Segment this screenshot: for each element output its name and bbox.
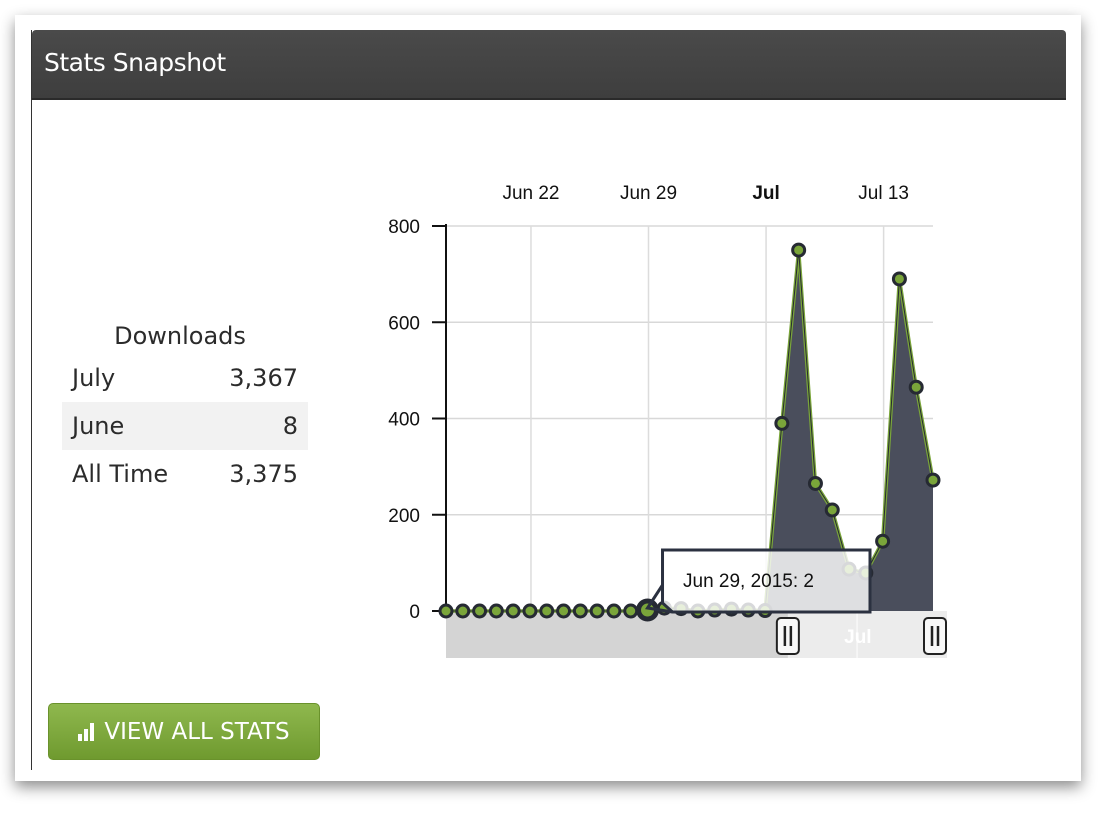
y-tick-label: 800 (388, 217, 420, 238)
data-point (589, 603, 605, 619)
bar-chart-icon (78, 722, 95, 741)
table-row: June 8 (62, 402, 308, 450)
tooltip-pointer (644, 584, 673, 614)
data-point (539, 603, 555, 619)
data-point (891, 271, 907, 287)
data-point (774, 415, 790, 431)
series-area (446, 250, 933, 611)
handle-body (775, 617, 800, 655)
panel-header: Stats Snapshot (32, 30, 1066, 100)
data-point (455, 603, 471, 619)
x-tick-label: Jun 29 (620, 183, 677, 204)
y-tick-label: 200 (388, 506, 420, 527)
row-value: 8 (282, 412, 298, 440)
x-tick-label: Jul (752, 183, 779, 204)
downloads-title: Downloads (114, 322, 246, 350)
data-point (505, 603, 521, 619)
data-point (925, 472, 941, 488)
data-point (472, 603, 488, 619)
x-tick-label: Jun 22 (502, 183, 559, 204)
downloads-table: Downloads July 3,367 June 8 All Time 3,375 (62, 318, 308, 498)
tooltip: Jun 29, 2015: 2 (644, 548, 872, 614)
data-point (488, 603, 504, 619)
data-point (807, 475, 823, 491)
data-point (438, 603, 454, 619)
row-label: All Time (72, 460, 169, 488)
row-label: July (72, 364, 116, 392)
stats-snapshot-panel: Stats Snapshot (31, 30, 1066, 770)
row-label: June (72, 412, 125, 440)
navigator-handle[interactable] (923, 617, 947, 655)
y-tick-label: 400 (388, 410, 420, 431)
data-point (556, 603, 572, 619)
navigator-handle[interactable] (775, 617, 800, 655)
row-value: 3,367 (229, 364, 298, 392)
view-all-stats-button[interactable]: VIEW ALL STATS (48, 703, 320, 760)
data-point (791, 242, 807, 258)
y-tick-label: 0 (409, 602, 420, 623)
row-value: 3,375 (229, 460, 298, 488)
y-tick-label: 600 (388, 313, 420, 334)
navigator-label: Jul (844, 627, 871, 648)
data-point (606, 603, 622, 619)
data-point (623, 603, 639, 619)
data-point (824, 502, 840, 518)
tooltip-text: Jun 29, 2015: 2 (683, 571, 814, 592)
view-all-stats-label: VIEW ALL STATS (104, 718, 290, 745)
data-point (875, 533, 891, 549)
data-point (522, 603, 538, 619)
data-point (572, 603, 588, 619)
table-row: All Time 3,375 (62, 450, 308, 498)
handle-body (923, 617, 947, 655)
panel-title: Stats Snapshot (44, 48, 226, 77)
data-point (908, 379, 924, 395)
x-tick-label: Jul 13 (858, 183, 909, 204)
navigator-selection (787, 611, 947, 658)
table-row: July 3,367 (62, 354, 308, 402)
